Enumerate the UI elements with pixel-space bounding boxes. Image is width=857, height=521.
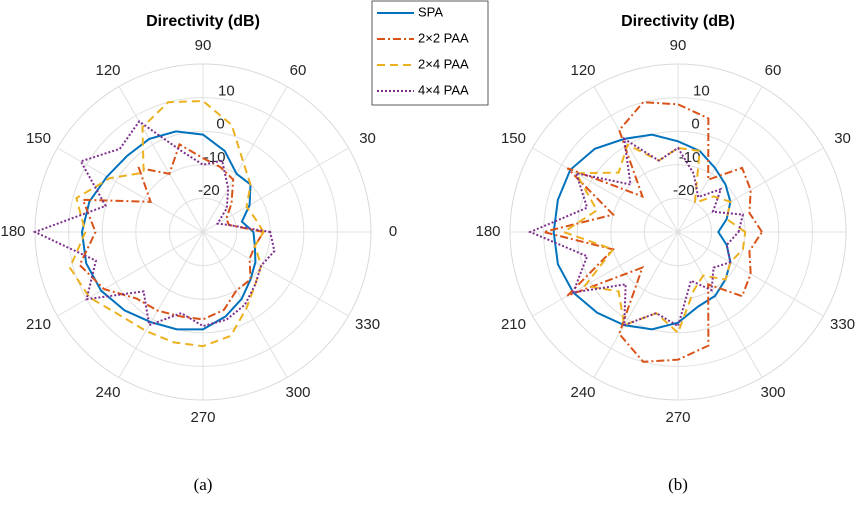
theta-tick-label: 150 (501, 130, 526, 147)
series-line (527, 136, 745, 328)
polar-chart: -20-100100306090120150180210240270300330… (0, 13, 397, 494)
theta-tick-label: 330 (830, 316, 855, 333)
grid-spoke (57, 231, 204, 317)
legend-box (371, 0, 489, 106)
grid-spoke (202, 231, 288, 378)
theta-tick-label: 300 (285, 384, 310, 401)
theta-tick-label: 270 (665, 409, 690, 426)
theta-tick-label: 330 (355, 316, 380, 333)
grid-spoke (532, 231, 679, 317)
theta-tick-label: 150 (26, 130, 51, 147)
r-tick-label: -20 (198, 182, 220, 199)
theta-tick-label: 270 (190, 409, 215, 426)
theta-tick-label: 30 (834, 130, 851, 147)
theta-tick-label: 60 (765, 62, 782, 79)
caption: (a) (194, 475, 213, 494)
theta-tick-label: 90 (195, 37, 212, 54)
theta-tick-label: 180 (475, 223, 500, 240)
grid-spoke (677, 231, 763, 378)
grid-spoke (118, 86, 204, 233)
series-line (32, 120, 276, 328)
theta-tick-label: 0 (389, 223, 397, 240)
theta-tick-label: 210 (26, 316, 51, 333)
series-line (543, 101, 764, 363)
legend-label: 2×2 PAA (418, 30, 469, 45)
legend: SPA 2×2 PAA 2×4 PAA 4×4 PAA (371, 0, 489, 106)
r-tick-label: 10 (693, 83, 710, 100)
theta-tick-label: 90 (670, 37, 687, 54)
grid-spoke (677, 86, 763, 233)
grid-spoke (202, 231, 349, 317)
theta-tick-label: 120 (95, 62, 120, 79)
grid-spoke (593, 86, 679, 233)
series-line (80, 130, 257, 331)
theta-tick-label: 300 (760, 384, 785, 401)
theta-tick-label: 240 (95, 384, 120, 401)
grid-spoke (57, 147, 204, 233)
grid-spoke (677, 231, 824, 317)
chart-title: Directivity (dB) (146, 13, 260, 30)
r-tick-label: 0 (691, 116, 699, 133)
grid-spoke (118, 231, 204, 378)
legend-label: 2×4 PAA (418, 56, 469, 71)
grid-spoke (532, 147, 679, 233)
theta-tick-label: 60 (290, 62, 307, 79)
series-line (561, 143, 747, 335)
polar-chart: -20-100100306090120150180210240270300330… (475, 13, 855, 494)
legend-label: 4×4 PAA (418, 82, 469, 97)
theta-tick-label: 30 (359, 130, 376, 147)
theta-tick-label: 120 (570, 62, 595, 79)
series-line (552, 133, 732, 331)
grid-spoke (593, 231, 679, 378)
r-tick-label: 10 (218, 83, 235, 100)
r-tick-label: 0 (216, 116, 224, 133)
series-line (78, 142, 266, 321)
theta-tick-label: 180 (0, 223, 25, 240)
theta-tick-label: 240 (570, 384, 595, 401)
series-line (68, 99, 265, 348)
caption: (b) (668, 475, 688, 494)
chart-title: Directivity (dB) (621, 13, 735, 30)
grid-spoke (677, 147, 824, 233)
r-tick-label: -20 (673, 182, 695, 199)
r-tick-label: -10 (679, 149, 701, 166)
legend-label: SPA (418, 4, 443, 19)
theta-tick-label: 210 (501, 316, 526, 333)
grid-spoke (202, 86, 288, 233)
